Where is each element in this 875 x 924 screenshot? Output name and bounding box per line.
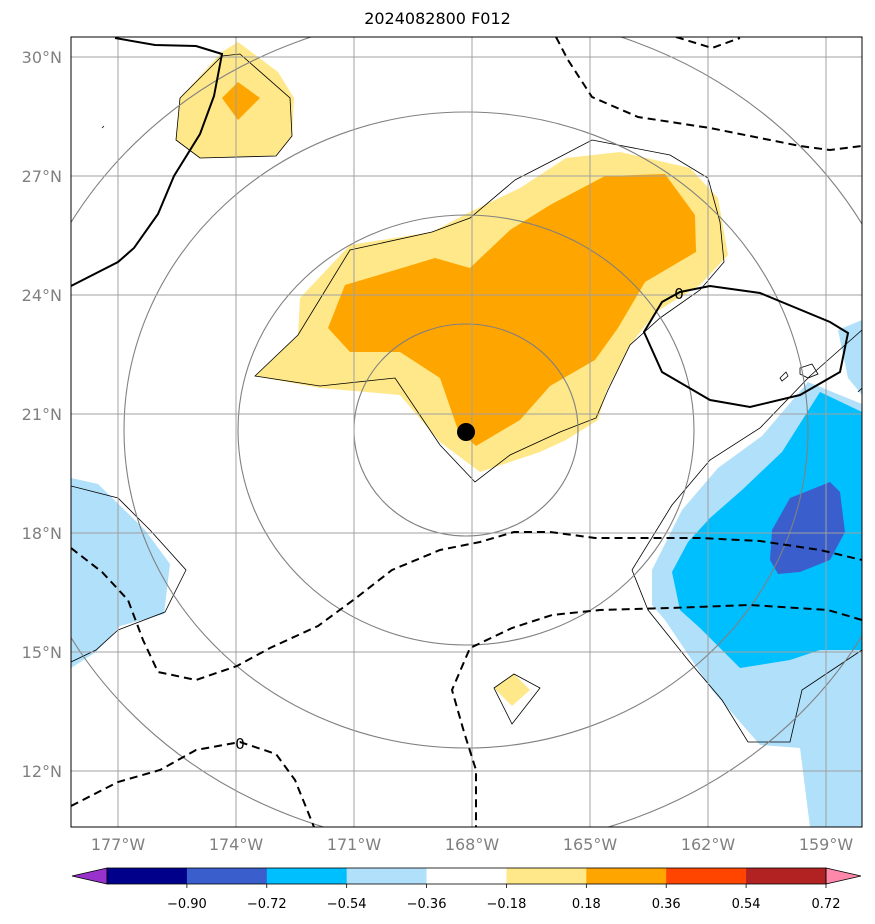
lat-tick-label: 15°N [22, 643, 62, 662]
contour-dashed-north [555, 37, 862, 152]
colorbar-segment [666, 868, 747, 884]
latitude-ticks: 30°N 27°N 24°N 21°N 18°N 15°N 12°N [22, 48, 62, 781]
contours [71, 37, 862, 827]
storm-center-marker [457, 423, 475, 441]
positive-shading [176, 42, 728, 706]
ring-2 [237, 214, 695, 646]
colorbar-tick-label: 0.36 [652, 897, 681, 912]
contour-label-0-east: 0 [674, 285, 684, 303]
lon-tick-label: 168°W [445, 835, 500, 854]
colorbar-tick-label: −0.90 [167, 897, 207, 912]
lat-tick-label: 12°N [22, 762, 62, 781]
lon-tick-label: 177°W [91, 835, 146, 854]
colorbar-segment [426, 868, 507, 884]
colorbar-tick-label: 0.54 [732, 897, 761, 912]
shade-orange-main [328, 174, 696, 446]
map-plot-area: 0 0 [71, 37, 862, 827]
colorbar-segment [346, 868, 428, 884]
shade-lightblue-west [71, 478, 170, 668]
lat-tick-label: 24°N [22, 286, 62, 305]
contour-solid-nw [71, 37, 224, 287]
lat-tick-label: 18°N [22, 524, 62, 543]
contour-label-0-sw: 0 [235, 735, 245, 753]
lat-tick-label: 21°N [22, 405, 62, 424]
contour-dashed-ne [675, 37, 741, 50]
map-frame [70, 36, 863, 828]
colorbar-segment [186, 868, 268, 884]
longitude-ticks: 177°W 174°W 171°W 168°W 165°W 162°W 159°W [91, 835, 854, 854]
contour-dashed-sw [71, 740, 315, 827]
shading-outlines [71, 53, 862, 743]
lon-tick-label: 165°W [563, 835, 618, 854]
contour-solid-east [642, 284, 850, 409]
lon-tick-label: 171°W [327, 835, 382, 854]
map-title: 2024082800 F012 [364, 9, 511, 28]
shade-cyan [672, 392, 862, 668]
shade-orange-north [222, 82, 260, 120]
colorbar-tick-label: −0.72 [247, 897, 287, 912]
colorbar-segment [746, 868, 827, 884]
colorbar-tick-label: −0.18 [487, 897, 527, 912]
contour-dashed-south [450, 603, 862, 827]
shade-lightblue-ne [838, 320, 862, 395]
contour-dashed-mid [71, 531, 862, 682]
colorbar-extend-max [825, 867, 862, 885]
lat-tick-label: 27°N [22, 167, 62, 186]
colorbar: −0.90 −0.72 −0.54 −0.36 −0.18 0.18 0.36 0.54 0.7… [71, 867, 862, 912]
colorbar-frame [106, 867, 827, 885]
lon-tick-label: 174°W [209, 835, 264, 854]
colorbar-extend-min [71, 867, 108, 885]
colorbar-tick-label: 0.72 [812, 897, 841, 912]
ring-3 [123, 111, 809, 749]
colorbar-tick-label: −0.54 [327, 897, 367, 912]
gridlines [71, 37, 862, 827]
colorbar-segment [266, 868, 348, 884]
lon-tick-label: 159°W [799, 835, 854, 854]
colorbar-tick-label: 0.18 [572, 897, 601, 912]
colorbar-segment [586, 868, 667, 884]
colorbar-segment [506, 868, 587, 884]
lon-tick-label: 162°W [681, 835, 736, 854]
colorbar-segment [107, 868, 188, 884]
lat-tick-label: 30°N [22, 48, 62, 67]
dashed-contours [71, 37, 862, 827]
colorbar-tick-label: −0.36 [407, 897, 447, 912]
